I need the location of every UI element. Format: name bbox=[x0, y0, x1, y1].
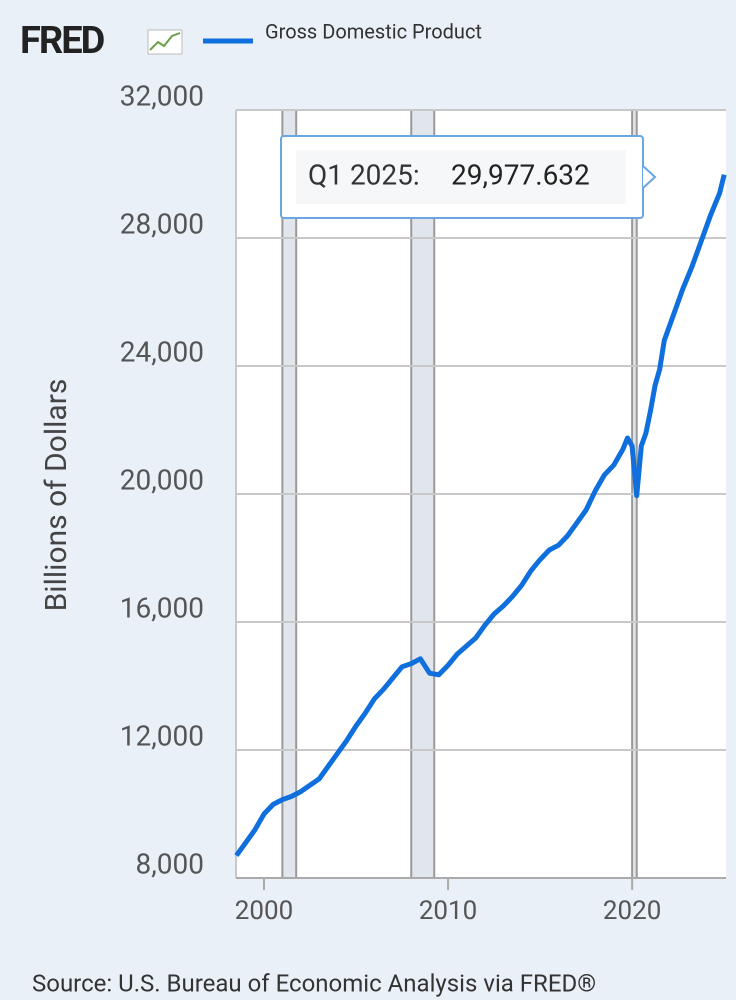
logo: FRED bbox=[20, 19, 105, 63]
y-tick-label: 20,000 bbox=[120, 463, 204, 496]
legend-label: Gross Domestic Product bbox=[265, 19, 482, 43]
tooltip-arrow bbox=[642, 165, 657, 189]
y-tick-label: 28,000 bbox=[120, 207, 204, 240]
source: Source: U.S. Bureau of Economic Analysis… bbox=[32, 969, 596, 997]
x-tick-label: 2020 bbox=[603, 896, 661, 926]
y-tick-label: 32,000 bbox=[120, 79, 204, 112]
x-tick-label: 2010 bbox=[419, 896, 477, 926]
logo-icon bbox=[147, 29, 183, 55]
y-tick-label: 12,000 bbox=[120, 719, 204, 752]
y-tick-label: 24,000 bbox=[120, 335, 204, 368]
tooltip-inner bbox=[296, 150, 626, 204]
y-axis-title: Billions of Dollars bbox=[39, 379, 74, 612]
tooltip: Q1 2025: 29,977.632 bbox=[280, 135, 657, 219]
data-line bbox=[234, 174, 727, 858]
tooltip-label: Q1 2025: bbox=[308, 158, 420, 191]
x-tick-label: 2000 bbox=[235, 896, 293, 926]
y-tick-label: 8,000 bbox=[136, 847, 204, 880]
y-tick-label: 16,000 bbox=[120, 591, 204, 624]
tooltip-value: 29,977.632 bbox=[451, 158, 590, 191]
